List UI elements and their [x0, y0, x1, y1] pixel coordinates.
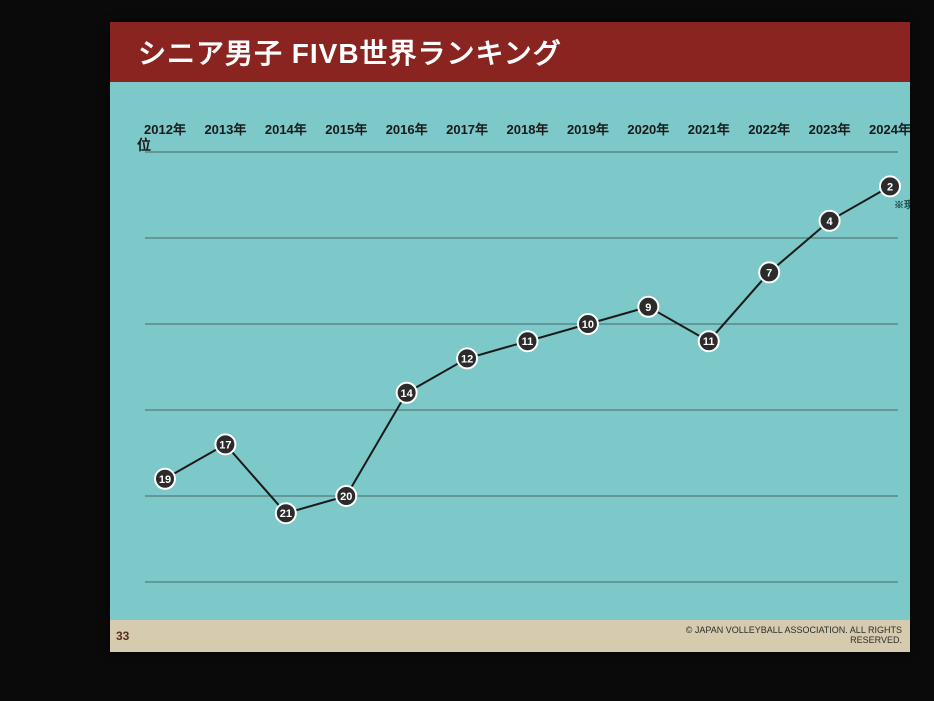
x-axis-label: 2015年 [325, 122, 367, 137]
x-axis-label: 2023年 [809, 122, 851, 137]
data-marker-label: 2 [887, 181, 893, 193]
x-axis-label: 2024年 [869, 122, 910, 137]
data-marker-label: 9 [645, 302, 651, 314]
ranking-line-chart: 2012年 2013年 2014年 2015年 2016年 2017年 2018年 2019年… [110, 82, 910, 620]
data-marker-label: 7 [766, 267, 772, 279]
x-axis-label: 2022年 [748, 122, 790, 137]
data-marker-label: 10 [582, 319, 594, 331]
y-axis-label: 位 [137, 137, 151, 153]
x-axis-label: 2016年 [386, 122, 428, 137]
x-axis-label: 2012年 [144, 122, 186, 137]
data-marker-label: 12 [461, 353, 473, 365]
chart-area: 2012年 2013年 2014年 2015年 2016年 2017年 2018年 2019年… [110, 82, 910, 652]
slide-title: シニア男子 FIVB世界ランキング [138, 32, 562, 72]
copyright-line1: © JAPAN VOLLEYBALL ASSOCIATION. ALL RIGH… [686, 625, 902, 635]
slide: シニア男子 FIVB世界ランキング 2012年2013年2014年2015年20… [110, 22, 910, 652]
x-axis-label: 2013年 [204, 122, 246, 137]
data-marker-label: 11 [703, 336, 715, 348]
x-axis-label: 2017年 [446, 122, 488, 137]
copyright-line2: RESERVED. [850, 635, 902, 645]
page-number: 33 [116, 629, 129, 643]
data-marker-label: 4 [827, 216, 834, 228]
data-marker-label: 21 [280, 508, 292, 520]
copyright: © JAPAN VOLLEYBALL ASSOCIATION. ALL RIGH… [686, 626, 902, 646]
data-marker-label: 17 [219, 439, 231, 451]
x-axis-label: 2014年 [265, 122, 307, 137]
x-axis-label: 2020年 [627, 122, 669, 137]
x-axis-label: 2019年 [567, 122, 609, 137]
data-marker-label: 19 [159, 474, 171, 486]
data-marker-label: 20 [340, 491, 352, 503]
footer-bar: 33 © JAPAN VOLLEYBALL ASSOCIATION. ALL R… [110, 620, 910, 652]
x-axis-label: 2021年 [688, 122, 730, 137]
data-marker-label: 11 [522, 336, 534, 348]
data-marker-label: 14 [401, 388, 414, 400]
title-bar: シニア男子 FIVB世界ランキング [110, 22, 910, 82]
x-axis-label: 2018年 [507, 122, 549, 137]
annotation-current-rank: ※現在6位 [894, 198, 910, 211]
